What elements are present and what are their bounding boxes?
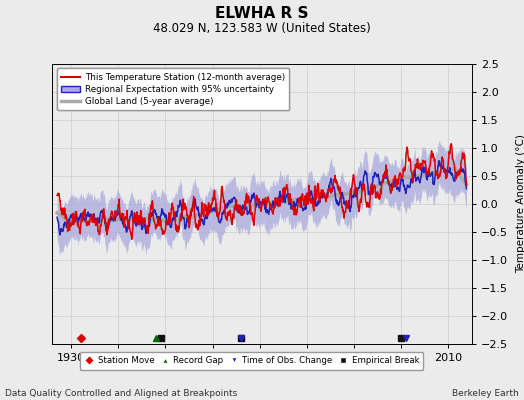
- Y-axis label: Temperature Anomaly (°C): Temperature Anomaly (°C): [516, 134, 524, 274]
- Text: 48.029 N, 123.583 W (United States): 48.029 N, 123.583 W (United States): [153, 22, 371, 35]
- Text: Data Quality Controlled and Aligned at Breakpoints: Data Quality Controlled and Aligned at B…: [5, 389, 237, 398]
- Legend: Station Move, Record Gap, Time of Obs. Change, Empirical Break: Station Move, Record Gap, Time of Obs. C…: [80, 352, 423, 370]
- Text: ELWHA R S: ELWHA R S: [215, 6, 309, 21]
- Text: Berkeley Earth: Berkeley Earth: [452, 389, 519, 398]
- Legend: This Temperature Station (12-month average), Regional Expectation with 95% uncer: This Temperature Station (12-month avera…: [57, 68, 289, 110]
